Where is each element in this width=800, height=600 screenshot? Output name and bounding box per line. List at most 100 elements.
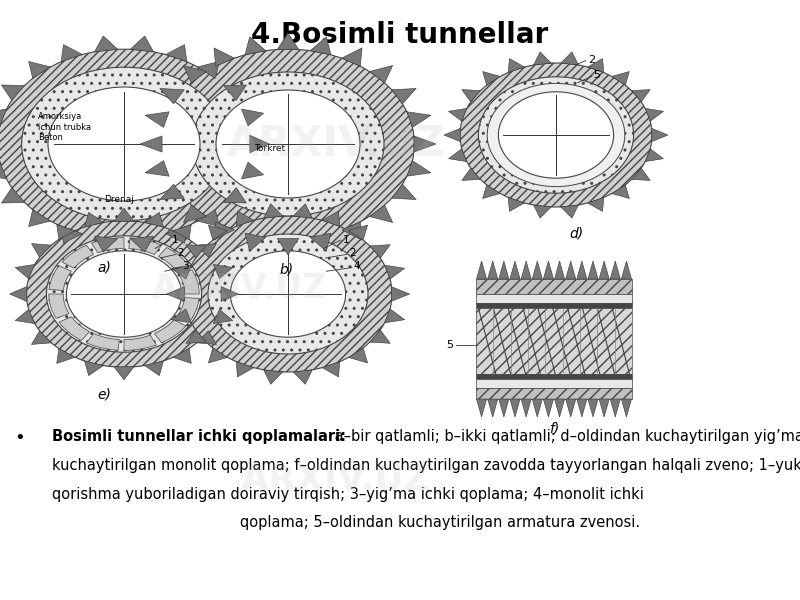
Polygon shape [391,287,410,301]
Polygon shape [140,136,162,152]
Circle shape [192,72,384,216]
Circle shape [22,67,226,221]
Polygon shape [521,399,531,417]
Polygon shape [2,188,25,203]
Polygon shape [92,238,124,253]
Text: ARXIV.UZ: ARXIV.UZ [226,123,446,165]
Polygon shape [29,209,50,227]
Polygon shape [414,136,436,152]
Polygon shape [543,399,554,417]
Polygon shape [198,61,219,79]
Polygon shape [173,349,191,364]
Polygon shape [166,287,185,301]
Polygon shape [242,162,264,179]
Text: ARXIV.UZ: ARXIV.UZ [241,463,431,497]
Text: Bosimli tunnellar ichki qoplamalari:: Bosimli tunnellar ichki qoplamalari: [52,429,346,444]
Polygon shape [114,367,134,380]
Polygon shape [488,261,498,279]
Polygon shape [278,238,298,255]
Polygon shape [370,65,393,83]
Text: 4: 4 [354,262,360,271]
Text: Torkret: Torkret [254,144,286,153]
Polygon shape [322,362,340,377]
Text: 5: 5 [594,70,601,80]
Polygon shape [236,362,254,377]
Text: a–bir qatlamli; b–ikki qatlamli; d–oldindan kuchaytirilgan yigʼma blokli; e–oldi: a–bir qatlamli; b–ikki qatlamli; d–oldin… [330,429,800,444]
Bar [476,279,632,294]
Text: 2: 2 [349,248,355,258]
Polygon shape [561,52,578,65]
Polygon shape [61,44,82,62]
Polygon shape [342,222,362,240]
Polygon shape [449,109,466,121]
Polygon shape [310,233,331,251]
Polygon shape [588,59,604,73]
Polygon shape [293,370,312,384]
Circle shape [162,49,414,239]
Polygon shape [62,245,94,268]
Polygon shape [160,88,184,104]
Text: 3: 3 [182,262,189,271]
Polygon shape [534,52,551,65]
Polygon shape [236,211,254,226]
Polygon shape [349,225,368,240]
Polygon shape [610,399,620,417]
Polygon shape [482,185,500,199]
Polygon shape [532,399,542,417]
Polygon shape [61,226,82,244]
Bar [476,374,632,379]
Polygon shape [612,71,630,85]
Polygon shape [57,349,75,364]
Polygon shape [179,270,199,294]
Polygon shape [114,208,134,221]
Bar [476,388,632,399]
Polygon shape [198,209,219,227]
Polygon shape [158,248,189,271]
Polygon shape [15,310,34,323]
Polygon shape [154,320,186,343]
Polygon shape [508,197,524,211]
Text: e): e) [97,387,111,401]
Polygon shape [145,212,163,227]
Polygon shape [588,261,598,279]
Polygon shape [622,399,631,417]
Circle shape [216,90,360,198]
Polygon shape [462,89,480,102]
Polygon shape [245,233,266,251]
Circle shape [478,77,634,193]
Polygon shape [85,212,103,227]
Polygon shape [214,48,234,66]
Polygon shape [208,348,227,363]
Polygon shape [264,204,283,218]
Circle shape [46,236,202,352]
Polygon shape [264,370,283,384]
Polygon shape [407,112,431,127]
Polygon shape [477,399,486,417]
Polygon shape [171,309,191,323]
Polygon shape [160,184,184,199]
Polygon shape [566,399,576,417]
Circle shape [208,234,368,354]
Polygon shape [385,265,405,279]
Polygon shape [214,310,233,323]
Text: qoplama; 5–oldindan kuchaytirilgan armatura zvenosi.: qoplama; 5–oldindan kuchaytirilgan armat… [240,515,640,530]
Polygon shape [130,36,154,52]
Polygon shape [186,330,206,343]
Polygon shape [173,224,191,239]
Text: b): b) [279,262,294,276]
Polygon shape [554,399,565,417]
Polygon shape [2,85,25,100]
Polygon shape [145,112,169,127]
Polygon shape [208,225,227,240]
Polygon shape [171,265,191,279]
Text: 2: 2 [588,55,595,65]
Polygon shape [534,205,551,218]
Polygon shape [49,294,69,318]
Bar [476,294,632,303]
Polygon shape [566,261,576,279]
Polygon shape [444,128,461,142]
Text: a): a) [97,260,111,274]
Polygon shape [31,331,51,344]
Polygon shape [612,185,630,199]
Polygon shape [385,309,405,323]
